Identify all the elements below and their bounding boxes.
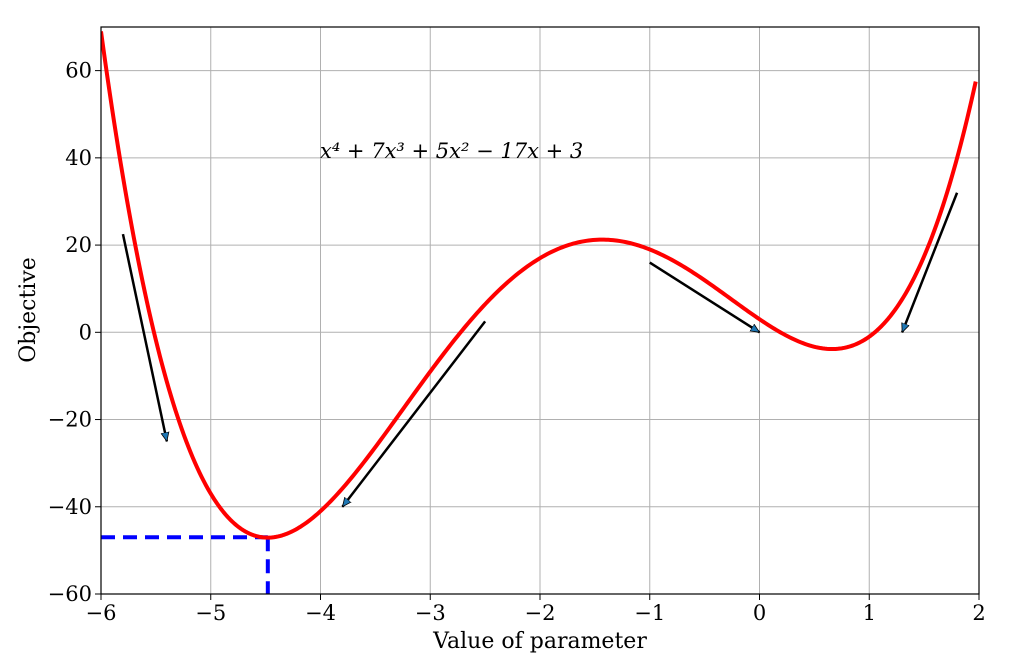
equation-annotation: x⁴ + 7x³ + 5x² − 17x + 3 [320, 139, 583, 163]
minimum-lines [101, 535, 270, 594]
x-axis-label: Value of parameter [432, 629, 647, 654]
y-tick-label: −60 [48, 582, 92, 606]
y-tick-label: 40 [65, 146, 92, 170]
arrows [121, 192, 959, 507]
x-tick-label: −4 [305, 601, 336, 625]
x-tick-label: 2 [972, 601, 985, 625]
x-tick-label: −6 [86, 601, 117, 625]
gradient-arrow [649, 261, 760, 334]
objective-curve [101, 31, 978, 540]
y-tick-label: 20 [65, 233, 92, 257]
y-tick-label: 60 [65, 59, 92, 83]
x-tick-label: −5 [195, 601, 226, 625]
x-tick-label: −3 [415, 601, 446, 625]
y-tick-label: −20 [48, 408, 92, 432]
y-tick-label: −40 [48, 495, 92, 519]
x-tick-label: −1 [634, 601, 665, 625]
gradient-arrow [901, 192, 959, 333]
grid [100, 27, 980, 595]
series [101, 31, 978, 540]
gradient-arrow [121, 233, 167, 441]
x-tick-label: −2 [525, 601, 556, 625]
x-tick-label: 0 [753, 601, 766, 625]
ticks: −6 −5 −4 −3 −2 −1 0 1 2 −60 −40 −20 0 20 40 60 [48, 59, 986, 625]
y-axis-label: Objective [16, 257, 41, 363]
x-tick-label: 1 [863, 601, 876, 625]
gradient-arrow [341, 320, 487, 506]
y-tick-label: 0 [79, 320, 92, 344]
